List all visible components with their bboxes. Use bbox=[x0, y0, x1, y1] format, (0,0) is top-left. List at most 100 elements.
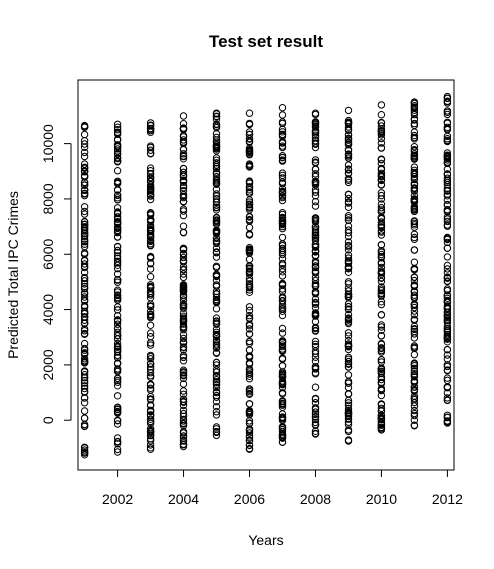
data-point bbox=[443, 206, 452, 214]
data-point bbox=[113, 278, 122, 286]
data-point bbox=[146, 177, 155, 186]
data-point bbox=[377, 423, 386, 432]
data-point bbox=[179, 136, 188, 144]
data-point bbox=[344, 166, 353, 174]
data-point bbox=[179, 346, 188, 354]
data-point bbox=[80, 367, 89, 375]
data-point bbox=[179, 369, 188, 377]
data-point bbox=[80, 376, 89, 385]
data-point bbox=[179, 172, 188, 181]
data-point bbox=[212, 113, 221, 121]
data-point bbox=[377, 292, 386, 300]
data-point bbox=[212, 349, 221, 357]
data-point bbox=[377, 101, 386, 109]
data-point bbox=[410, 184, 419, 193]
data-point bbox=[113, 204, 122, 212]
data-point bbox=[80, 203, 89, 211]
data-point bbox=[344, 408, 353, 416]
data-point bbox=[278, 217, 287, 225]
data-point bbox=[179, 266, 188, 274]
data-point bbox=[278, 169, 287, 177]
data-point bbox=[344, 190, 353, 199]
data-point bbox=[146, 265, 155, 273]
data-point bbox=[410, 110, 419, 119]
data-point bbox=[410, 258, 419, 266]
data-point bbox=[212, 379, 221, 387]
data-point bbox=[377, 274, 386, 282]
data-point bbox=[80, 217, 89, 226]
data-point bbox=[311, 181, 320, 189]
data-point bbox=[311, 310, 320, 318]
data-point bbox=[245, 201, 254, 209]
data-point bbox=[212, 237, 221, 245]
data-point bbox=[245, 306, 254, 315]
data-point bbox=[377, 311, 386, 319]
data-point bbox=[212, 234, 221, 243]
data-point bbox=[377, 283, 386, 291]
data-point bbox=[245, 206, 254, 214]
data-point bbox=[443, 94, 452, 103]
data-point bbox=[443, 396, 452, 404]
data-point bbox=[410, 102, 419, 110]
data-point bbox=[278, 261, 287, 269]
data-point bbox=[443, 170, 452, 178]
data-point bbox=[443, 269, 452, 277]
data-point bbox=[410, 175, 419, 184]
data-point bbox=[113, 360, 122, 368]
data-point bbox=[278, 174, 287, 182]
data-point bbox=[212, 168, 221, 176]
data-point bbox=[80, 122, 89, 131]
data-point bbox=[80, 444, 89, 452]
data-point bbox=[212, 136, 221, 144]
x-tick-label: 2012 bbox=[432, 491, 463, 507]
data-point bbox=[245, 436, 254, 445]
data-point bbox=[245, 109, 254, 117]
data-point bbox=[245, 303, 254, 311]
data-point bbox=[245, 425, 254, 433]
data-point bbox=[410, 303, 419, 312]
data-point bbox=[410, 367, 419, 376]
data-point bbox=[410, 223, 419, 231]
data-point bbox=[245, 144, 254, 152]
data-point bbox=[146, 186, 155, 194]
data-point bbox=[443, 351, 452, 359]
data-points bbox=[80, 92, 452, 459]
data-point bbox=[212, 198, 221, 206]
data-point bbox=[377, 364, 386, 372]
data-point bbox=[179, 112, 188, 120]
data-point bbox=[410, 116, 419, 124]
data-point bbox=[377, 321, 386, 329]
data-point bbox=[377, 356, 386, 364]
data-point bbox=[278, 128, 287, 136]
data-point bbox=[443, 394, 452, 402]
data-point bbox=[410, 98, 419, 107]
data-point bbox=[311, 418, 320, 427]
data-point bbox=[443, 366, 452, 375]
data-point bbox=[245, 408, 254, 416]
data-point bbox=[80, 293, 89, 301]
data-point bbox=[212, 361, 221, 369]
data-point bbox=[311, 227, 320, 235]
data-point bbox=[179, 291, 188, 300]
data-point bbox=[245, 444, 254, 453]
data-point bbox=[311, 276, 320, 285]
data-point bbox=[113, 376, 122, 385]
data-point bbox=[113, 440, 122, 448]
data-point bbox=[278, 433, 287, 441]
x-axis: 2002 2004 2006 2008 2010 2012 bbox=[102, 469, 463, 507]
data-point bbox=[212, 305, 221, 313]
data-point bbox=[80, 422, 89, 430]
data-point bbox=[278, 297, 287, 305]
data-point bbox=[410, 330, 419, 338]
data-point bbox=[410, 307, 419, 315]
data-point bbox=[311, 248, 320, 256]
data-point bbox=[311, 131, 320, 139]
y-tick-label: 4000 bbox=[40, 294, 56, 325]
data-point bbox=[179, 197, 188, 206]
data-point bbox=[212, 120, 221, 129]
data-point bbox=[179, 315, 188, 324]
data-point bbox=[410, 385, 419, 394]
data-point bbox=[410, 383, 419, 391]
data-point bbox=[80, 277, 89, 285]
